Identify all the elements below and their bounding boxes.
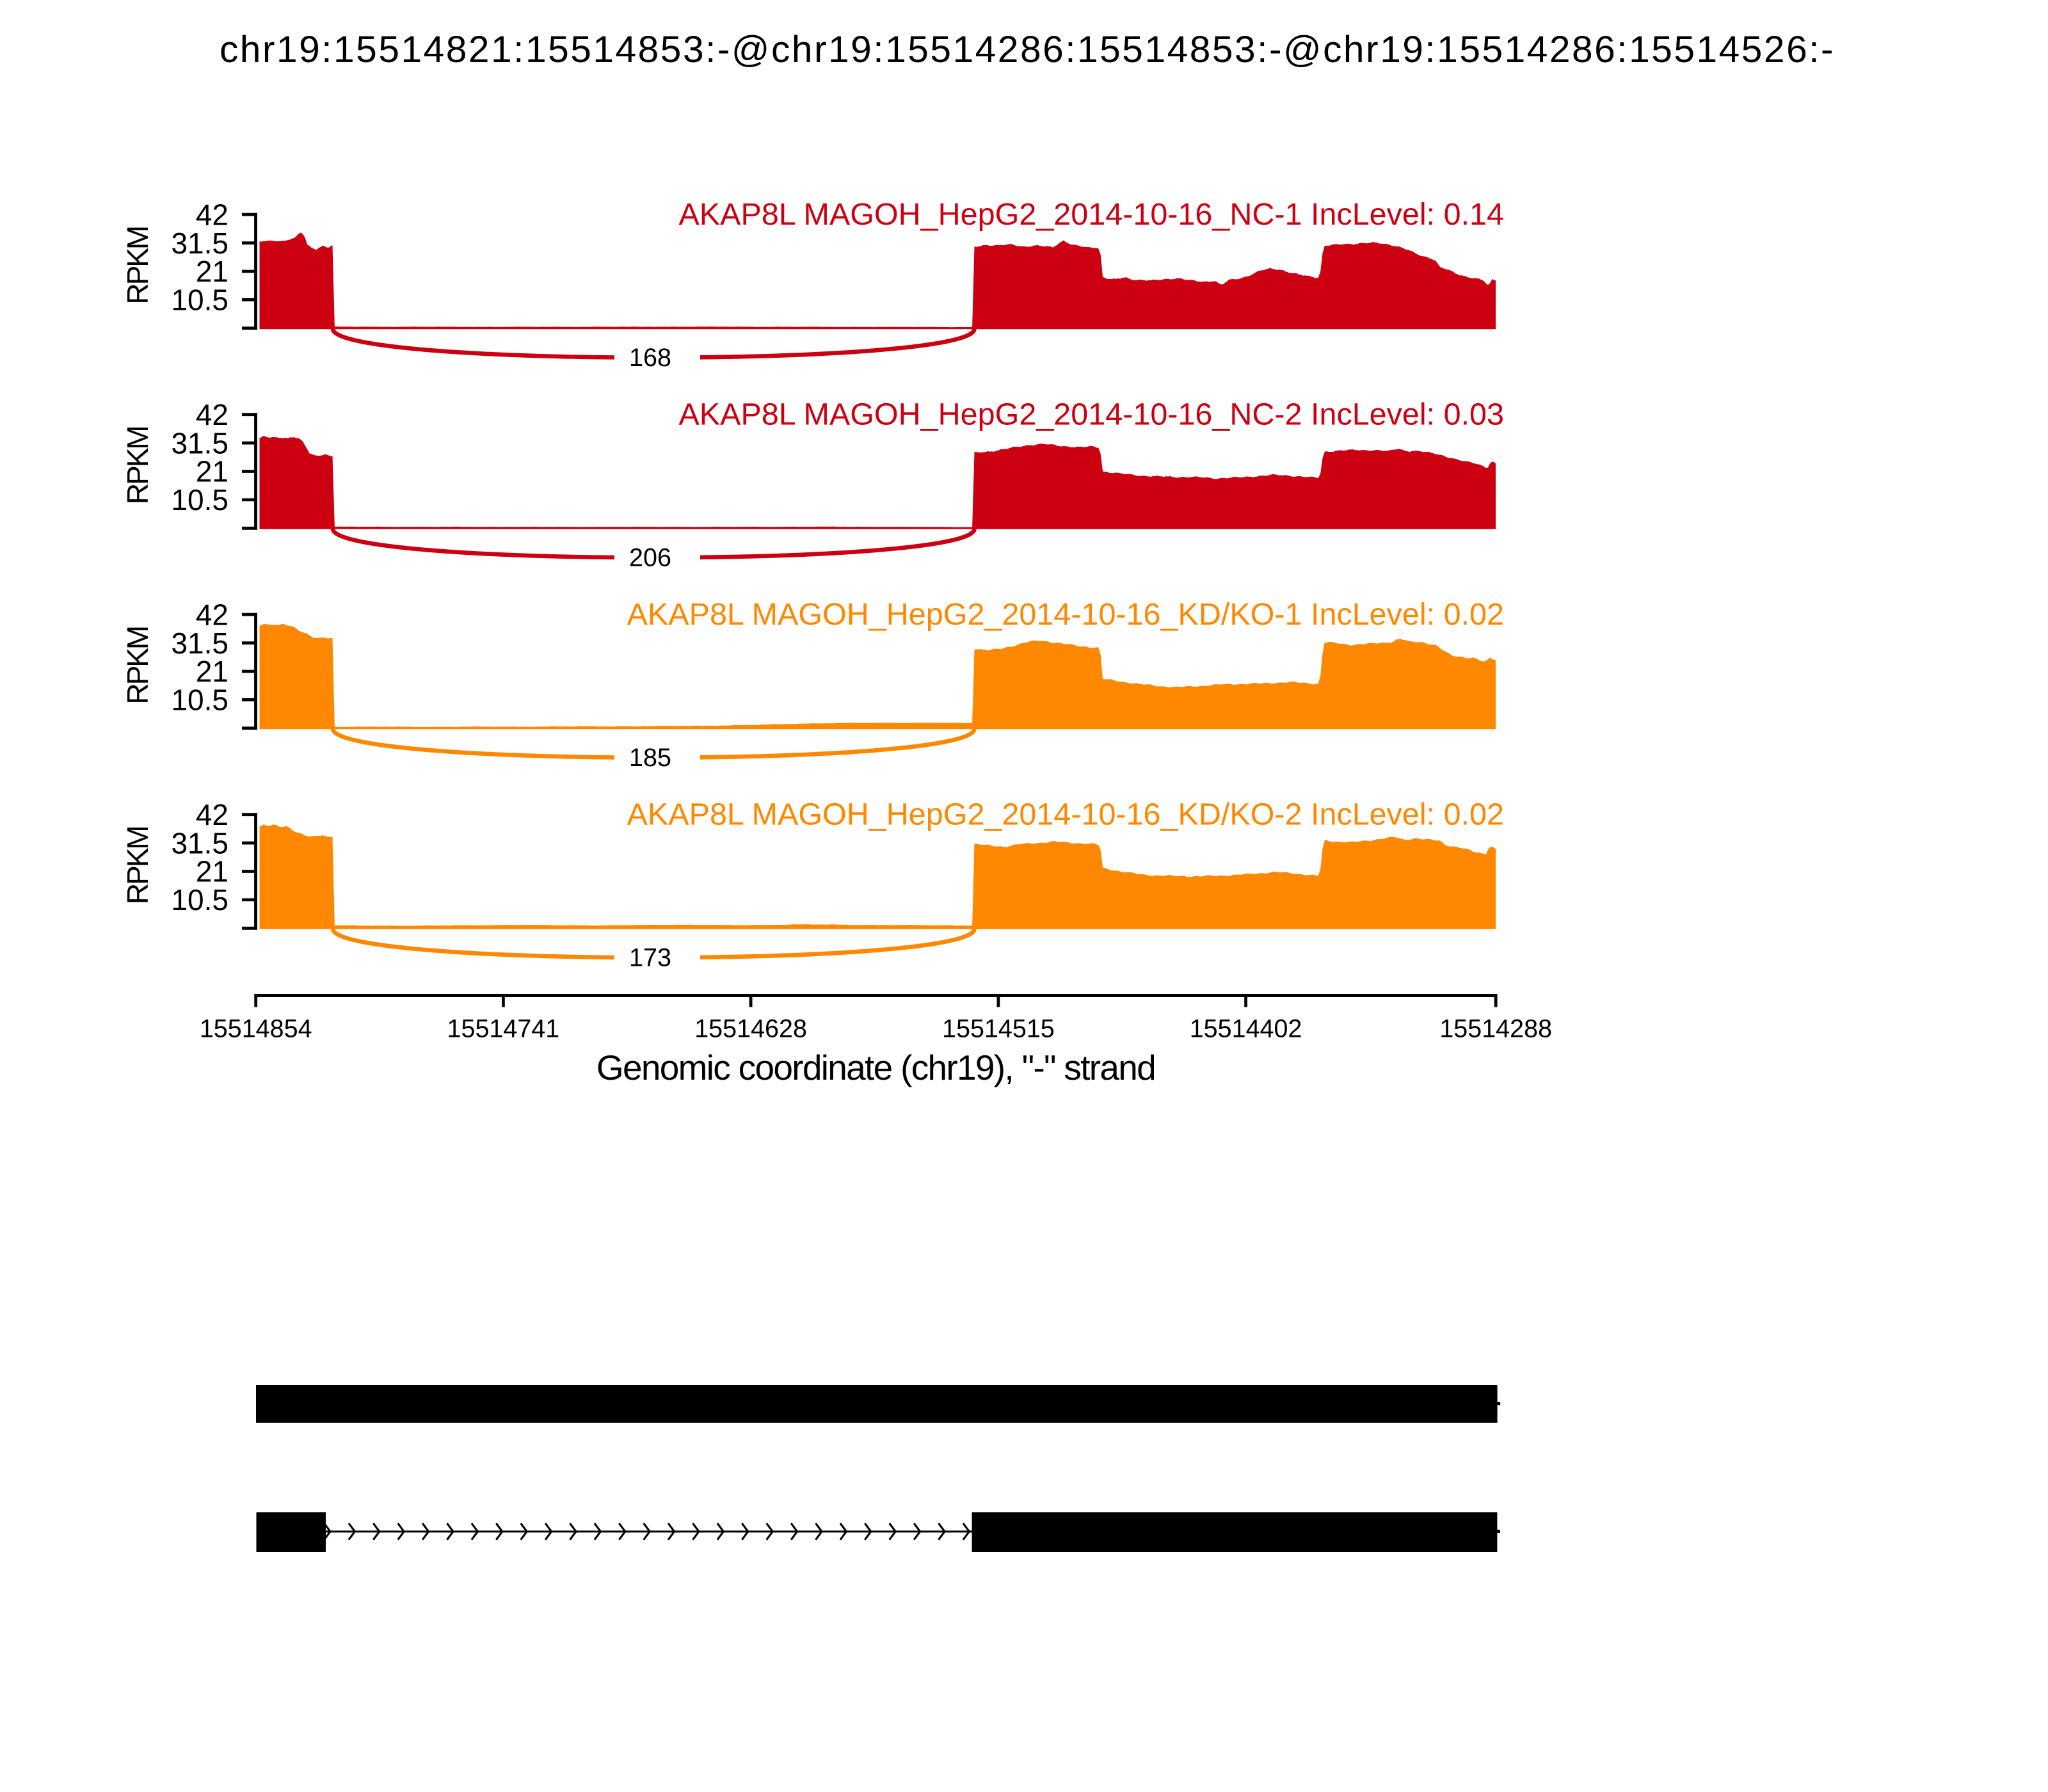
svg-text:AKAP8L MAGOH_HepG2_2014-10-16_: AKAP8L MAGOH_HepG2_2014-10-16_KD/KO-1 In… — [627, 597, 1504, 632]
svg-text:206: 206 — [629, 543, 671, 572]
svg-text:10.5: 10.5 — [171, 483, 228, 516]
svg-text:15514515: 15514515 — [942, 1014, 1055, 1043]
svg-text:RPKM: RPKM — [121, 827, 154, 904]
svg-text:chr19:15514821:15514853:-@chr1: chr19:15514821:15514853:-@chr19:15514286… — [220, 29, 1835, 70]
svg-text:42: 42 — [196, 598, 228, 631]
svg-text:173: 173 — [629, 943, 671, 972]
svg-text:10.5: 10.5 — [171, 684, 228, 717]
svg-text:21: 21 — [196, 655, 228, 688]
svg-text:AKAP8L MAGOH_HepG2_2014-10-16_: AKAP8L MAGOH_HepG2_2014-10-16_NC-1 IncLe… — [678, 197, 1504, 232]
svg-text:31.5: 31.5 — [171, 426, 228, 460]
svg-text:42: 42 — [196, 198, 228, 231]
svg-text:15514854: 15514854 — [200, 1014, 312, 1043]
svg-text:168: 168 — [629, 344, 671, 372]
svg-text:31.5: 31.5 — [171, 227, 228, 260]
svg-text:21: 21 — [196, 855, 228, 888]
svg-text:10.5: 10.5 — [171, 883, 228, 916]
svg-text:RPKM: RPKM — [121, 627, 154, 705]
svg-text:RPKM: RPKM — [121, 427, 154, 504]
svg-text:Genomic coordinate (chr19), "-: Genomic coordinate (chr19), "-" strand — [596, 1048, 1155, 1087]
svg-text:15514741: 15514741 — [447, 1014, 560, 1043]
svg-text:RPKM: RPKM — [121, 227, 154, 305]
svg-text:AKAP8L MAGOH_HepG2_2014-10-16_: AKAP8L MAGOH_HepG2_2014-10-16_NC-2 IncLe… — [678, 397, 1504, 432]
svg-text:15514288: 15514288 — [1439, 1014, 1552, 1043]
svg-text:42: 42 — [196, 798, 228, 831]
svg-text:21: 21 — [196, 455, 228, 488]
svg-text:31.5: 31.5 — [171, 627, 228, 660]
svg-text:31.5: 31.5 — [171, 826, 228, 860]
svg-text:15514402: 15514402 — [1190, 1014, 1302, 1043]
svg-text:185: 185 — [629, 744, 671, 772]
svg-text:AKAP8L MAGOH_HepG2_2014-10-16_: AKAP8L MAGOH_HepG2_2014-10-16_KD/KO-2 In… — [627, 797, 1504, 832]
svg-text:10.5: 10.5 — [171, 284, 228, 317]
svg-text:42: 42 — [196, 398, 228, 431]
svg-text:15514628: 15514628 — [694, 1014, 807, 1043]
svg-text:21: 21 — [196, 255, 228, 288]
